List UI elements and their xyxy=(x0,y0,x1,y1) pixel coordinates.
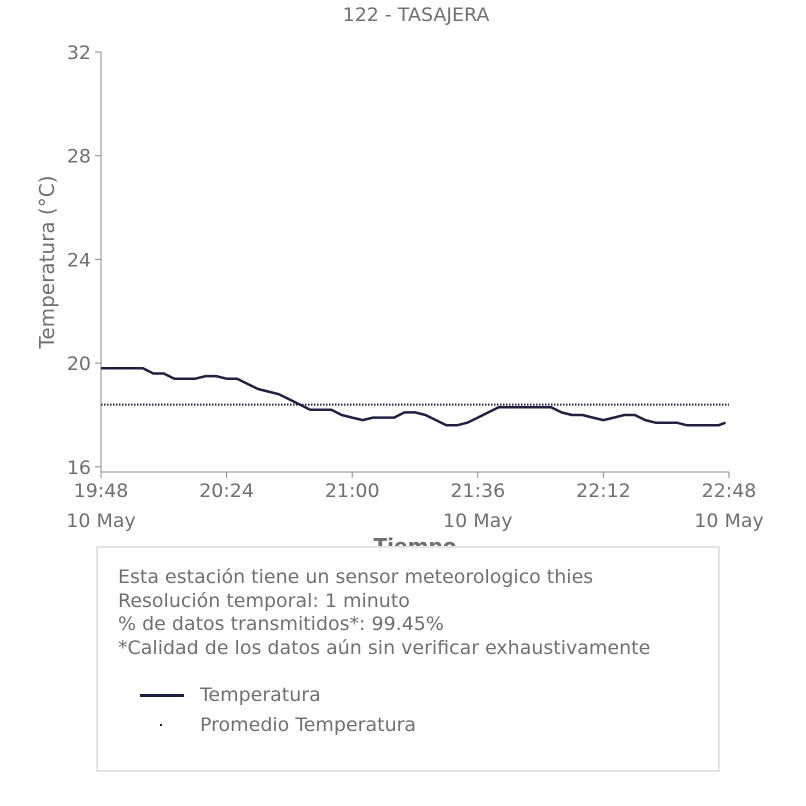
station-info-box: Esta estación tiene un sensor meteorolog… xyxy=(96,546,720,772)
station-info-text: Esta estación tiene un sensor meteorolog… xyxy=(118,566,650,660)
x-tick-label: 22:48 xyxy=(702,480,757,502)
x-tick-date-label: 10 May xyxy=(443,510,513,532)
x-tick-date-label: 10 May xyxy=(694,510,764,532)
info-resolution: Resolución temporal: 1 minuto xyxy=(118,589,410,612)
series-line-temperatura xyxy=(101,367,726,427)
legend-dot-swatch xyxy=(138,710,184,740)
x-tick-label: 19:48 xyxy=(74,480,129,502)
chart-legend: Temperatura Promedio Temperatura xyxy=(138,680,416,740)
x-tick-label: 20:24 xyxy=(199,480,254,502)
y-axis: 16 20 24 28 32 xyxy=(67,42,102,479)
y-tick-label: 32 xyxy=(67,42,91,64)
legend-item-temperatura: Temperatura xyxy=(138,680,416,710)
legend-label-promedio: Promedio Temperatura xyxy=(200,714,417,736)
legend-line-swatch xyxy=(138,680,184,710)
info-quality-note: *Calidad de los datos aún sin verificar … xyxy=(118,636,651,659)
x-tick-label: 21:00 xyxy=(325,480,380,502)
x-tick-label: 21:36 xyxy=(450,480,505,502)
y-tick-label: 28 xyxy=(67,146,91,168)
legend-label-temperatura: Temperatura xyxy=(200,684,321,706)
info-sensor: Esta estación tiene un sensor meteorolog… xyxy=(118,566,594,588)
x-tick-label: 22:12 xyxy=(576,480,631,502)
chart-title: 122 - TASAJERA xyxy=(343,4,490,26)
legend-item-promedio: Promedio Temperatura xyxy=(138,710,416,740)
x-tick-date-label: 10 May xyxy=(66,510,136,532)
y-tick-label: 20 xyxy=(67,353,91,375)
x-axis: 19:48 10 May 20:24 21:00 21:36 10 May 22:12 22:… xyxy=(66,471,764,532)
y-axis-label: Temperatura (°C) xyxy=(35,175,59,349)
series-layer xyxy=(101,367,729,427)
info-transmitted: % de datos transmitidos*: 99.45% xyxy=(118,613,444,635)
y-tick-label: 24 xyxy=(67,249,91,271)
y-tick-label: 16 xyxy=(67,457,91,479)
